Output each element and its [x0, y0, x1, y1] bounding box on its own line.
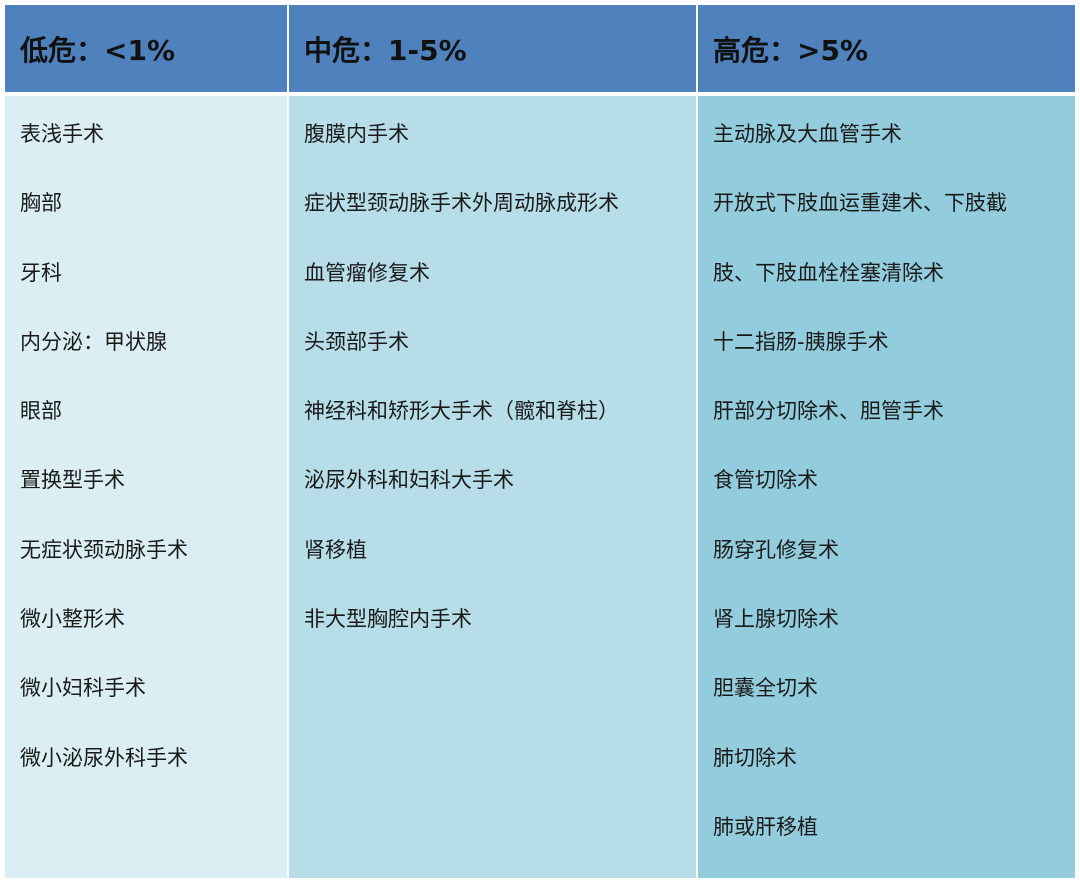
medium-risk-list: 腹膜内手术症状型颈动脉手术外周动脉成形术 血管瘤修复术 头颈部手术神经科和矫形大手术… — [289, 96, 696, 878]
procedure-item: 血管瘤修复术 — [304, 260, 430, 285]
procedure-item: 腹膜内手术 — [304, 122, 409, 146]
procedure-item: 牙科 — [20, 260, 62, 285]
procedure-item: 微小妇科手术 — [20, 676, 146, 701]
medium-risk-column: 中危：1-5% 腹膜内手术症状型颈动脉手术外周动脉成形术 血管瘤修复术 头颈部手术神… — [289, 5, 696, 878]
procedure-item: 非大型胸腔内手术 — [304, 607, 472, 632]
high-risk-header: 高危：>5% — [698, 5, 1075, 92]
high-risk-list: 主动脉及大血管手术开放式下肢血运重建术、下肢截 肢、下肢血栓栓塞清除术 十二指肠-胰… — [698, 96, 1075, 878]
procedure-item: 十二指肠-胰腺手术 — [713, 329, 889, 354]
low-risk-list: 表浅手术胸部牙科内分泌：甲状腺 眼部置换型手术无症状颈动脉手术 微小整形术微小妇科手… — [5, 96, 287, 878]
procedure-item: 肺切除术 — [713, 745, 797, 770]
low-risk-header: 低危：<1% — [5, 5, 287, 92]
procedure-item: 主动脉及大血管手术 — [713, 122, 902, 146]
procedure-item: 微小整形术 — [20, 607, 125, 632]
high-risk-column: 高危：>5% 主动脉及大血管手术开放式下肢血运重建术、下肢截 肢、下肢血栓栓塞清除… — [698, 5, 1075, 878]
procedure-item: 肠穿孔修复术 — [713, 537, 839, 562]
procedure-item: 肺或肝移植 — [713, 814, 818, 839]
procedure-item: 胆囊全切术 — [713, 676, 818, 701]
procedure-item: 肢、下肢血栓栓塞清除术 — [713, 260, 944, 285]
procedure-item: 肾上腺切除术 — [713, 607, 839, 632]
procedure-item: 无症状颈动脉手术 — [20, 537, 188, 562]
procedure-item: 神经科和矫形大手术（髋和脊柱） — [304, 399, 619, 424]
low-risk-column: 低危：<1% 表浅手术胸部牙科内分泌：甲状腺 眼部置换型手术无症状颈动脉手术 微小整… — [5, 5, 287, 878]
procedure-item: 微小泌尿外科手术 — [20, 745, 188, 770]
procedure-item: 肝部分切除术、胆管手术 — [713, 399, 944, 424]
procedure-item: 内分泌：甲状腺 — [20, 329, 167, 354]
procedure-item: 头颈部手术 — [304, 329, 409, 354]
procedure-item: 食管切除术 — [713, 468, 818, 493]
procedure-item: 胸部 — [20, 191, 62, 216]
procedure-item: 泌尿外科和妇科大手术 — [304, 468, 514, 493]
procedure-item: 置换型手术 — [20, 468, 125, 493]
procedure-item: 开放式下肢血运重建术、下肢截 — [713, 191, 1007, 216]
medium-risk-header: 中危：1-5% — [289, 5, 696, 92]
procedure-item: 症状型颈动脉手术外周动脉成形术 — [304, 191, 619, 216]
procedure-item: 眼部 — [20, 399, 62, 424]
procedure-item: 肾移植 — [304, 537, 367, 562]
procedure-item: 表浅手术 — [20, 122, 104, 146]
